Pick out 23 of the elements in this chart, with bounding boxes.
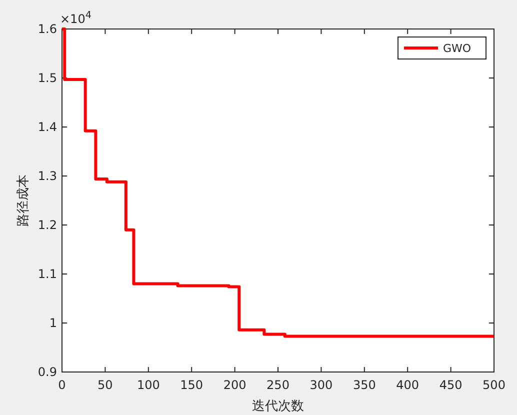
y-tick-label: 1.3 bbox=[38, 169, 57, 183]
x-tick-label: 350 bbox=[352, 378, 376, 392]
x-tick-label: 250 bbox=[266, 378, 290, 392]
y-tick-label: 1.1 bbox=[38, 267, 57, 281]
x-tick-label: 400 bbox=[396, 378, 420, 392]
x-tick-label: 100 bbox=[136, 378, 160, 392]
y-tick-label: 1.4 bbox=[38, 120, 57, 134]
legend-label: GWO bbox=[443, 42, 472, 55]
y-axis-title: 路径成本 bbox=[16, 174, 31, 226]
x-tick-label: 150 bbox=[180, 378, 204, 392]
y-tick-label: 1.5 bbox=[38, 71, 57, 85]
x-tick-label: 450 bbox=[439, 378, 462, 392]
x-tick-label: 500 bbox=[482, 378, 506, 392]
y-tick-label: 1 bbox=[49, 316, 57, 330]
text: ×10$^{4}$ bbox=[60, 10, 92, 26]
x-tick-label: 0 bbox=[58, 378, 66, 392]
y-tick-label: 1.2 bbox=[38, 218, 57, 232]
x-axis-title: 迭代次数 bbox=[252, 399, 304, 414]
y-tick-label: 1.6 bbox=[38, 22, 57, 36]
x-tick-label: 300 bbox=[310, 378, 333, 392]
x-tick-label: 50 bbox=[98, 378, 113, 392]
x-tick-label: 200 bbox=[223, 378, 246, 392]
y-tick-label: 0.9 bbox=[38, 365, 57, 379]
